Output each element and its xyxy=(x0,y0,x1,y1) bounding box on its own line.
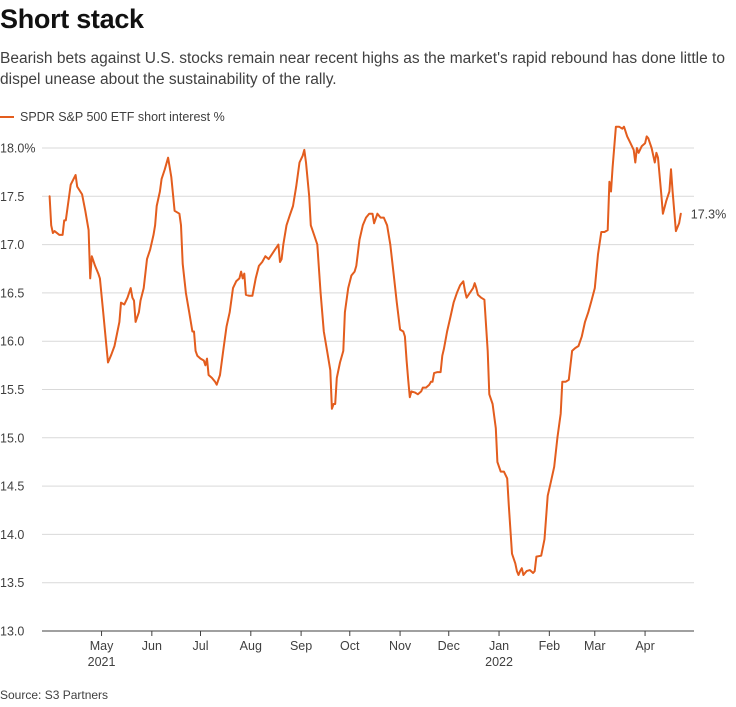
chart-title: Short stack xyxy=(0,4,144,34)
x-tick-label: Jul xyxy=(193,639,209,653)
x-tick-label: May xyxy=(90,639,114,653)
y-tick-label: 18.0% xyxy=(0,142,35,156)
y-tick-label: 16.0 xyxy=(0,335,24,349)
legend: SPDR S&P 500 ETF short interest % xyxy=(0,108,225,126)
y-tick-label: 17.0 xyxy=(0,238,24,252)
x-tick-label: Apr xyxy=(635,639,654,653)
gridlines xyxy=(42,147,694,632)
x-tick-label: Oct xyxy=(340,639,360,653)
x-tick-label: Jan xyxy=(489,639,509,653)
y-tick-label: 16.5 xyxy=(0,286,24,300)
y-tick-label: 14.0 xyxy=(0,528,24,542)
x-tick-year-label: 2021 xyxy=(88,655,116,669)
y-axis-ticks: 18.0% 17.5 17.0 16.5 16.0 15.5 15.0 14.5 14.0 13.… xyxy=(0,142,35,639)
y-tick-label: 13.0 xyxy=(0,625,24,639)
x-tick-year-label: 2022 xyxy=(485,655,513,669)
x-tick-label: Aug xyxy=(240,639,262,653)
last-value-label: 17.3% xyxy=(691,208,726,222)
chart-subtitle: Bearish bets against U.S. stocks remain … xyxy=(0,50,725,88)
y-tick-label: 13.5 xyxy=(0,576,24,590)
y-tick-label: 15.5 xyxy=(0,383,24,397)
series-line-spy-short-interest xyxy=(48,125,682,576)
x-tick-label: Sep xyxy=(290,639,312,653)
source-note: Source: S3 Partners xyxy=(0,688,109,702)
x-tick-label: Feb xyxy=(539,639,561,653)
x-tick-label: Dec xyxy=(438,639,460,653)
x-tick-label: Nov xyxy=(389,639,412,653)
x-tick-label: Jun xyxy=(142,639,162,653)
y-tick-label: 15.0 xyxy=(0,431,24,445)
y-tick-label: 17.5 xyxy=(0,190,24,204)
x-axis-ticks: May 2021 Jun Jul Aug Sep Oct Nov Dec Jan 2022 Feb Ma… xyxy=(88,631,655,669)
legend-swatch xyxy=(0,116,14,118)
legend-label: SPDR S&P 500 ETF short interest % xyxy=(20,110,225,124)
y-tick-label: 14.5 xyxy=(0,480,24,494)
x-tick-label: Mar xyxy=(584,639,606,653)
